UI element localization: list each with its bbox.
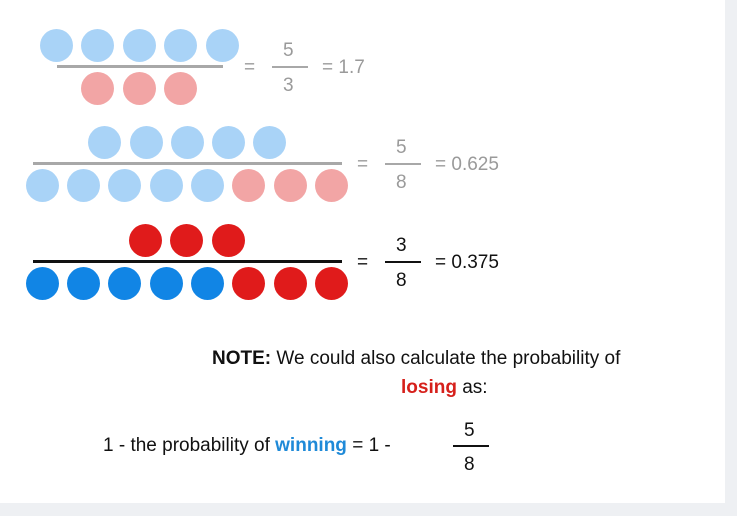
ball — [150, 267, 183, 300]
fraction-bar-gray — [57, 65, 223, 68]
ball — [274, 267, 307, 300]
fraction-numerator: 5 — [283, 40, 294, 61]
ball — [123, 72, 156, 105]
note-text-as: as: — [456, 377, 488, 398]
fraction-line — [385, 163, 421, 165]
fraction-denominator: 3 — [283, 75, 294, 96]
formula-fraction-numerator: 5 — [464, 420, 475, 441]
ball — [40, 29, 73, 62]
ball — [81, 29, 114, 62]
ball — [150, 169, 183, 202]
ball — [164, 29, 197, 62]
result-value: = 1.7 — [322, 57, 365, 78]
fraction-line — [385, 261, 421, 263]
formula-prefix: 1 - the probability of — [103, 435, 276, 456]
ball — [130, 126, 163, 159]
ball — [88, 126, 121, 159]
ball — [164, 72, 197, 105]
ball — [171, 126, 204, 159]
formula-suffix: = 1 - — [346, 435, 391, 456]
ball — [26, 267, 59, 300]
fraction-numerator: 3 — [396, 235, 407, 256]
ball — [67, 267, 100, 300]
ball — [212, 224, 245, 257]
ball — [253, 126, 286, 159]
ball — [232, 169, 265, 202]
ball — [191, 169, 224, 202]
fraction-denominator: 8 — [396, 172, 407, 193]
ball — [81, 72, 114, 105]
note-text: We could also calculate the probability … — [271, 348, 621, 369]
ball — [123, 29, 156, 62]
ball — [108, 169, 141, 202]
fraction-bar-black — [33, 260, 342, 263]
ball — [274, 169, 307, 202]
formula-fraction-denominator: 8 — [464, 454, 475, 475]
winning-word: winning — [275, 435, 347, 456]
equals-sign: = — [357, 154, 369, 175]
losing-word: losing — [401, 377, 457, 398]
note-line-1: NOTE: We could also calculate the probab… — [212, 348, 620, 370]
result-value: = 0.375 — [435, 252, 499, 273]
equals-sign: = — [244, 57, 256, 78]
note-label: NOTE: — [212, 348, 272, 369]
ball — [315, 267, 348, 300]
ball — [212, 126, 245, 159]
result-value: = 0.625 — [435, 154, 499, 175]
fraction-line — [272, 66, 308, 68]
ball — [191, 267, 224, 300]
fraction-bar-gray — [33, 162, 342, 165]
ball — [108, 267, 141, 300]
equals-sign: = — [357, 252, 369, 273]
ball — [129, 224, 162, 257]
note-line-2: losing as: — [401, 377, 488, 399]
formula-line: 1 - the probability of winning = 1 - — [103, 435, 391, 457]
formula-fraction-line — [453, 445, 489, 447]
fraction-numerator: 5 — [396, 137, 407, 158]
ball — [232, 267, 265, 300]
ball — [315, 169, 348, 202]
ball — [170, 224, 203, 257]
ball — [26, 169, 59, 202]
ball — [67, 169, 100, 202]
ball — [206, 29, 239, 62]
probability-diagram: = 5 3 = 1.7 = 5 8 = 0.625 — [0, 0, 725, 503]
fraction-denominator: 8 — [396, 270, 407, 291]
